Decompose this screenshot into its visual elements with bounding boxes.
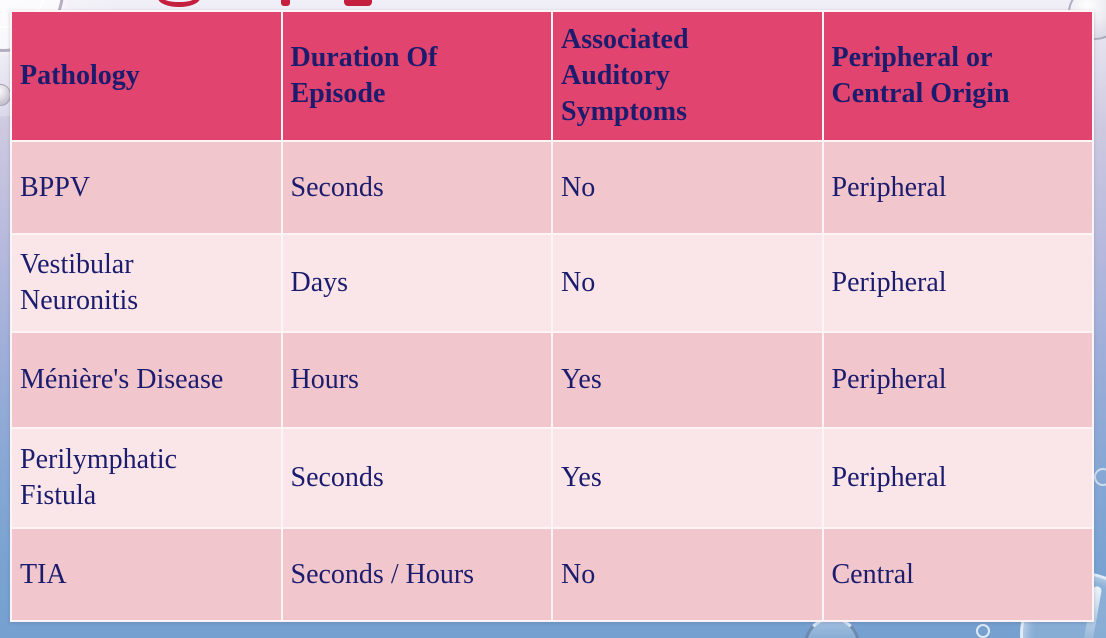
table-cell-r5c1: TIA [12,529,281,620]
column-header-duration: Duration Of Episode [282,12,551,140]
cutoff-title-mark [158,0,200,7]
table-cell-r1c2: Seconds [282,142,551,233]
table-cell-r5c3: No [553,529,822,620]
column-header-auditory-symptoms: Associated Auditory Symptoms [553,12,822,140]
bubble-decoration-right-edge [1094,468,1106,486]
table-cell-r2c2: Days [282,235,551,331]
table-cell-r5c4: Central [823,529,1092,620]
pathology-comparison-table: Pathology Duration Of Episode Associated… [10,10,1094,622]
table-cell-r1c3: No [553,142,822,233]
table-cell-r3c1: Ménière's Disease [12,333,281,427]
column-header-pathology: Pathology [12,12,281,140]
bubble-decoration-bottom-small [976,624,990,638]
table-cell-r5c2: Seconds / Hours [282,529,551,620]
table-cell-r4c1: Perilymphatic Fistula [12,429,281,527]
table-cell-r4c4: Peripheral [823,429,1092,527]
table-cell-r3c2: Hours [282,333,551,427]
cutoff-title-mark [344,0,372,6]
table-cell-r1c4: Peripheral [823,142,1092,233]
table-cell-r1c1: BPPV [12,142,281,233]
column-header-origin: Peripheral or Central Origin [823,12,1092,140]
cutoff-title-remnants [0,0,1106,10]
table-cell-r4c2: Seconds [282,429,551,527]
table-cell-r4c3: Yes [553,429,822,527]
table-cell-r2c3: No [553,235,822,331]
table-cell-r3c3: Yes [553,333,822,427]
cutoff-title-mark [281,0,290,6]
table-cell-r3c4: Peripheral [823,333,1092,427]
table-cell-r2c4: Peripheral [823,235,1092,331]
table-cell-r2c1: Vestibular Neuronitis [12,235,281,331]
